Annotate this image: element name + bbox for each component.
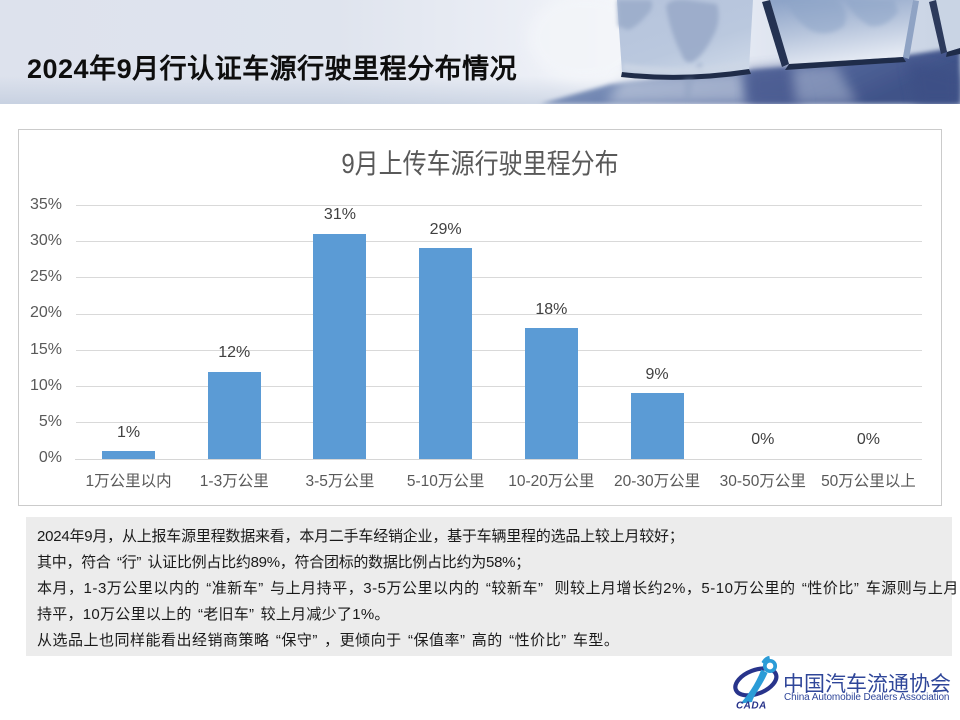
svg-text:CADA: CADA xyxy=(736,701,767,712)
